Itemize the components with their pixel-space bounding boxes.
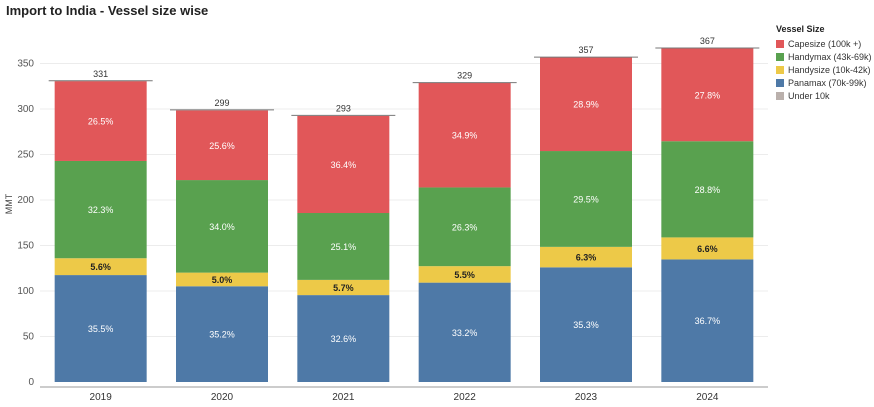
y-tick-label: 50	[23, 332, 35, 343]
x-tick-label: 2023	[575, 392, 598, 403]
bar-segment	[540, 57, 632, 152]
legend-label: Under 10k	[788, 90, 830, 101]
legend-label: Handymax (43k-69k)	[788, 51, 872, 62]
bar-segment	[540, 267, 632, 382]
legend-item-handymax[interactable]: Handymax (43k-69k)	[776, 50, 874, 63]
bar-segment	[297, 295, 390, 382]
total-label: 329	[457, 71, 472, 81]
legend-label: Capesize (100k +)	[788, 38, 862, 49]
bar-segment	[418, 282, 511, 382]
bar-segment	[418, 82, 511, 188]
bar-segment	[54, 160, 147, 259]
segment-label: 25.6%	[209, 141, 235, 151]
y-tick-label: 100	[17, 286, 34, 297]
bar-segment	[54, 275, 147, 382]
segment-label: 26.5%	[88, 117, 114, 127]
segment-label: 32.3%	[88, 205, 114, 215]
bar-segment	[418, 187, 511, 267]
bar-segment	[176, 110, 268, 181]
legend-item-under-10k[interactable]: Under 10k	[776, 89, 874, 102]
segment-label: 35.5%	[88, 324, 114, 334]
y-tick-label: 0	[28, 377, 34, 388]
total-label: 331	[93, 69, 108, 79]
segment-label: 5.6%	[90, 262, 111, 272]
legend-label: Handysize (10k-42k)	[788, 64, 871, 75]
bar-segment	[297, 115, 390, 214]
x-tick-label: 2020	[211, 392, 234, 403]
total-label: 357	[578, 45, 593, 55]
legend-item-capesize[interactable]: Capesize (100k +)	[776, 37, 874, 50]
stacked-bar-chart: 0 50 100 150 200 250 300 350 MMT 35.5% 5.6% 32.3% 26…	[4, 36, 768, 403]
total-label: 367	[700, 36, 715, 46]
bar-segment	[176, 180, 268, 273]
bar-segment	[661, 259, 754, 382]
y-tick-label: 150	[17, 241, 34, 252]
segment-label: 5.0%	[212, 275, 233, 285]
legend-label: Panamax (70k-99k)	[788, 77, 867, 88]
segment-label: 28.8%	[695, 185, 721, 195]
segment-label: 34.0%	[209, 222, 235, 232]
segment-label: 5.5%	[454, 270, 475, 280]
segment-label: 35.2%	[209, 330, 235, 340]
legend-swatch	[776, 65, 784, 74]
y-tick-label: 200	[17, 195, 34, 206]
segment-label: 35.3%	[573, 320, 599, 330]
legend: Vessel Size Capesize (100k +) Handymax (…	[776, 24, 874, 102]
bar-segment	[661, 141, 754, 238]
x-tick-label: 2021	[332, 392, 355, 403]
y-tick-label: 300	[17, 104, 34, 115]
segment-label: 6.3%	[576, 253, 597, 263]
bar-segment	[176, 272, 268, 287]
legend-swatch	[776, 39, 784, 48]
segment-label: 32.6%	[331, 334, 357, 344]
segment-label: 26.3%	[452, 222, 478, 232]
y-tick-label: 250	[17, 150, 34, 161]
bar-segment	[418, 266, 511, 283]
segment-label: 25.1%	[331, 242, 357, 252]
legend-swatch	[776, 78, 784, 87]
x-tick-label: 2022	[454, 392, 477, 403]
legend-swatch	[776, 52, 784, 61]
bar-segment	[54, 81, 147, 161]
chart-title: Import to India - Vessel size wise	[6, 3, 209, 18]
y-tick-label: 350	[17, 59, 34, 70]
x-tick-label: 2024	[696, 392, 719, 403]
segment-label: 6.6%	[697, 244, 718, 254]
segment-label: 28.9%	[573, 100, 599, 110]
legend-swatch	[776, 91, 784, 100]
bar-segment	[540, 151, 632, 247]
x-tick-label: 2019	[90, 392, 113, 403]
bar-segment	[297, 279, 390, 296]
segment-label: 36.4%	[331, 160, 357, 170]
total-label: 293	[336, 103, 351, 113]
y-axis-title: MMT	[4, 193, 14, 214]
segment-label: 27.8%	[695, 90, 721, 100]
legend-item-panamax[interactable]: Panamax (70k-99k)	[776, 76, 874, 89]
bar-segment	[661, 237, 754, 260]
bar-segment	[661, 48, 754, 142]
segment-label: 33.2%	[452, 328, 478, 338]
segment-label: 5.7%	[333, 283, 354, 293]
legend-item-handysize[interactable]: Handysize (10k-42k)	[776, 63, 874, 76]
bar-segment	[176, 286, 268, 382]
segment-label: 29.5%	[573, 194, 599, 204]
segment-label: 34.9%	[452, 131, 478, 141]
bar-segment	[54, 258, 147, 276]
total-label: 299	[214, 98, 229, 108]
bar-segment	[297, 213, 390, 280]
segment-label: 36.7%	[695, 316, 721, 326]
legend-title: Vessel Size	[776, 24, 825, 34]
bar-segment	[540, 246, 632, 268]
